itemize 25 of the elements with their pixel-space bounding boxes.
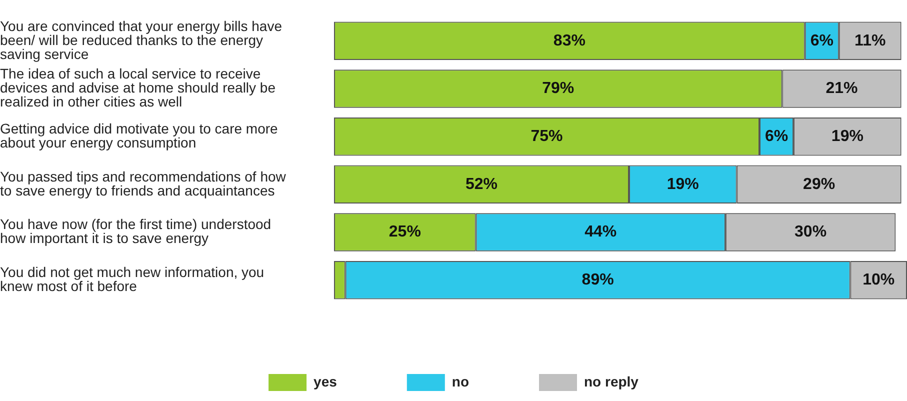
y-tick-label: The idea of such a local service to receive devices and advise at home should really be realized in other cities as well [0,66,276,110]
legend-label: no reply [584,373,639,390]
y-tick-label: You are convinced that your energy bills have been/ will be reduced thanks to the energy saving service [0,18,282,62]
legend-label: no [452,373,470,390]
data-label: 30% [794,224,827,241]
data-label: 19% [831,128,864,145]
y-tick-label: You did not get much new information, you knew most of it before [0,264,264,294]
y-tick-label: You have now (for the first time) understood how important it is to save energy [0,216,272,246]
legend-label: yes [314,373,338,390]
data-label: 52% [465,176,498,193]
data-label: 6% [810,32,834,50]
data-label: 25% [388,224,421,241]
data-label: 44% [584,224,617,241]
data-label: 10% [862,271,895,288]
data-label: 11% [854,32,886,50]
data-label: 19% [666,176,699,193]
data-label: 89% [582,271,614,288]
data-label: 83% [553,32,586,50]
data-label: 79% [542,80,574,98]
data-label: 75% [530,128,563,145]
data-label: 21% [826,80,858,98]
y-tick-label: Getting advice did motivate you to care more about your energy consumption [0,120,278,150]
data-label: 6% [764,128,788,145]
y-tick-label: You passed tips and recommendations of how to save energy to friends and acquaintances [0,168,287,198]
data-label: 29% [803,176,836,193]
